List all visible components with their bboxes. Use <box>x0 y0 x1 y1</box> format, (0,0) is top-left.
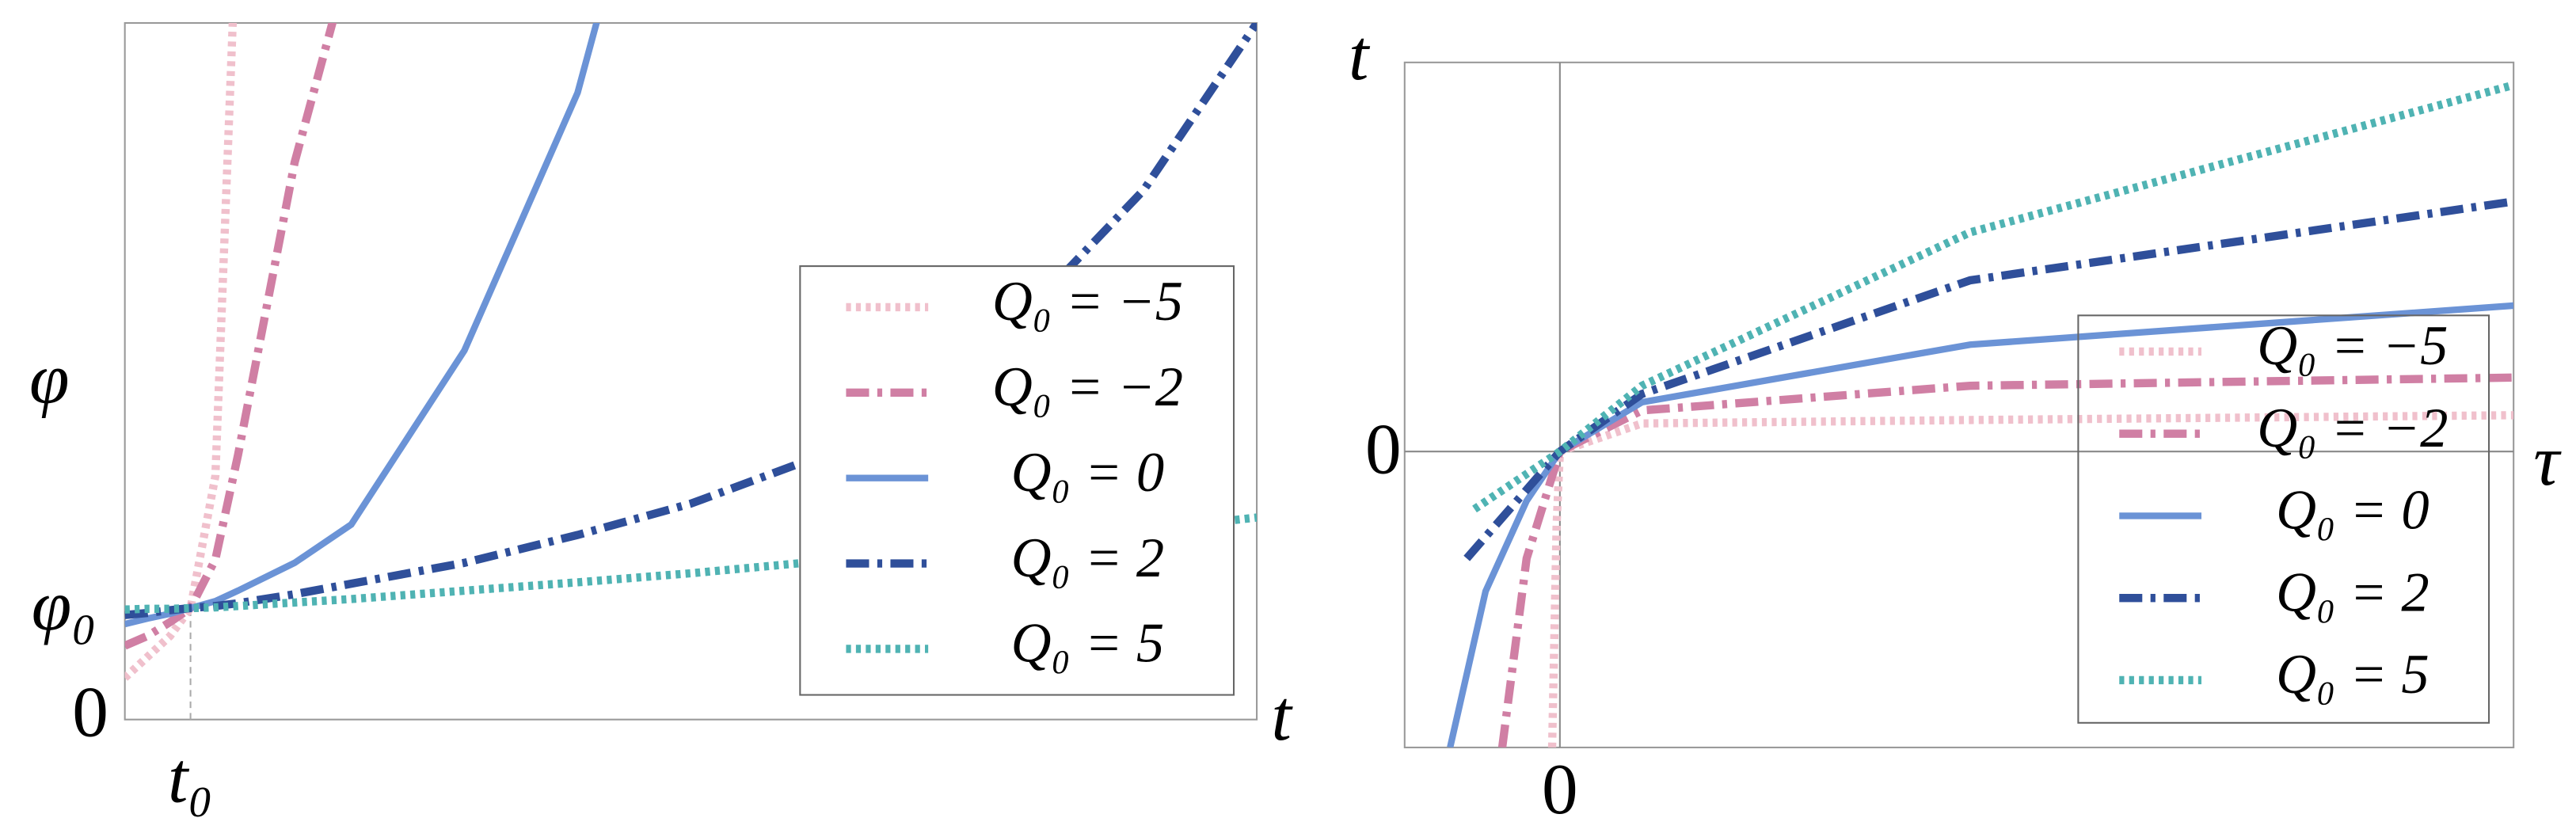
x-tick-label: t₀ <box>168 738 213 818</box>
legend-label: Q₀ = 2 <box>2276 561 2430 623</box>
series-line <box>1463 197 2514 561</box>
x-axis-label: τ <box>2533 420 2562 500</box>
legend-label: Q₀ = −2 <box>992 356 1183 418</box>
plot-frame <box>124 22 1258 721</box>
series-line <box>124 23 238 681</box>
legend-label: Q₀ = 2 <box>1011 527 1165 589</box>
x-axis-label: t <box>1272 675 1294 755</box>
x-tick-label: 0 <box>1542 749 1578 829</box>
legend-label: Q₀ = 5 <box>1011 613 1165 675</box>
legend-label: Q₀ = 0 <box>2276 480 2430 542</box>
y-axis-label: φ <box>29 338 70 418</box>
legend-label: Q₀ = −5 <box>2257 315 2448 377</box>
legend-label: Q₀ = −2 <box>2257 398 2448 459</box>
legend-box <box>2077 314 2490 724</box>
y-tick-label: 0 <box>1365 409 1402 489</box>
plot-frame <box>1403 61 2515 748</box>
legend-label: Q₀ = 5 <box>2276 644 2430 706</box>
series-line <box>1497 373 2514 748</box>
legend-label: Q₀ = 0 <box>1011 442 1165 504</box>
series-line <box>1472 81 2514 513</box>
legend-label: Q₀ = −5 <box>992 271 1183 333</box>
series-line <box>1547 411 2514 748</box>
y-tick-label: 0 <box>72 672 108 752</box>
y-axis-label: t <box>1349 15 1371 95</box>
series-line <box>124 23 600 628</box>
series-line <box>124 23 337 650</box>
y-tick-label: φ₀ <box>32 565 97 645</box>
plot-area <box>1447 81 2514 748</box>
